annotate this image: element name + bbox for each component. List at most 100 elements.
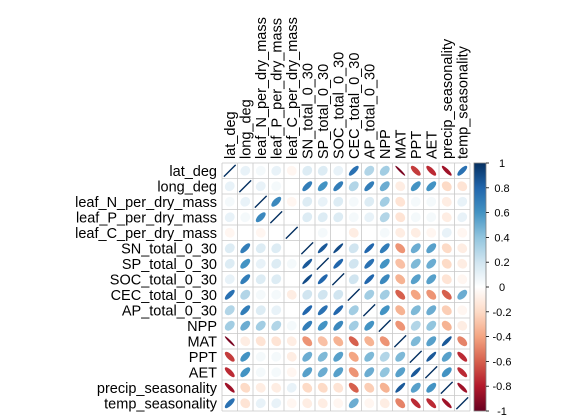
cell-SP_total_0_30-x-PPT [410, 258, 421, 269]
cell-AP_total_0_30-x-leaf_N_per_dry_mass [255, 305, 266, 316]
cell-SOC_total_0_30-x-lat_deg [224, 274, 235, 285]
cell-NPP-x-temp_seasonality [457, 320, 468, 331]
cell-MAT-x-leaf_P_per_dry_mass [271, 336, 282, 347]
row-label: lat_deg [169, 164, 217, 180]
cell-leaf_N_per_dry_mass-x-SOC_total_0_30 [333, 196, 344, 207]
cell-precip_seasonality-x-temp_seasonality [457, 382, 468, 393]
colorbar-tick-label: -0.8 [493, 381, 512, 393]
cell-SOC_total_0_30-x-AET [426, 274, 437, 285]
cell-SN_total_0_30-x-NPP [379, 243, 390, 254]
cell-SP_total_0_30-x-leaf_C_per_dry_mass [286, 258, 297, 269]
cell-AP_total_0_30-x-PPT [410, 305, 421, 316]
column-label: leaf_C_per_dry_mass [285, 17, 301, 159]
cell-leaf_C_per_dry_mass-x-precip_seasonality [441, 227, 452, 238]
cell-CEC_total_0_30-x-leaf_P_per_dry_mass [271, 289, 282, 300]
cell-SN_total_0_30-x-leaf_C_per_dry_mass [286, 243, 297, 254]
cell-temp_seasonality-x-AET [426, 398, 437, 409]
cell-precip_seasonality-x-MAT [395, 382, 406, 393]
cell-precip_seasonality-x-leaf_N_per_dry_mass [255, 382, 266, 393]
cell-precip_seasonality-x-PPT [410, 382, 421, 393]
cell-SOC_total_0_30-x-NPP [379, 274, 390, 285]
cell-temp_seasonality-x-temp_seasonality [455, 396, 469, 410]
cell-temp_seasonality-x-AP_total_0_30 [364, 398, 375, 409]
cell-precip_seasonality-x-precip_seasonality [440, 381, 454, 395]
cell-MAT-x-MAT [393, 334, 407, 348]
cell-AP_total_0_30-x-long_deg [240, 305, 251, 316]
cell-SN_total_0_30-x-AP_total_0_30 [364, 243, 375, 254]
row-labels: lat_deglong_degleaf_N_per_dry_massleaf_P… [75, 164, 218, 413]
cell-AP_total_0_30-x-SP_total_0_30 [317, 305, 328, 316]
cell-NPP-x-SOC_total_0_30 [333, 320, 344, 331]
cell-leaf_P_per_dry_mass-x-SP_total_0_30 [317, 212, 328, 223]
cell-AET-x-precip_seasonality [441, 367, 452, 378]
cell-leaf_P_per_dry_mass-x-long_deg [240, 212, 251, 223]
cell-leaf_P_per_dry_mass-x-PPT [410, 212, 421, 223]
cell-SOC_total_0_30-x-long_deg [240, 274, 251, 285]
cell-AP_total_0_30-x-NPP [379, 305, 390, 316]
cell-AET-x-NPP [379, 367, 390, 378]
cell-leaf_C_per_dry_mass-x-SN_total_0_30 [302, 227, 313, 238]
cell-MAT-x-AET [426, 336, 437, 347]
column-label: AET [424, 131, 440, 159]
cell-AET-x-SN_total_0_30 [302, 367, 313, 378]
cell-temp_seasonality-x-leaf_N_per_dry_mass [255, 398, 266, 409]
cell-lat_deg-x-long_deg [240, 165, 251, 176]
cell-MAT-x-SOC_total_0_30 [333, 336, 344, 347]
cell-leaf_N_per_dry_mass-x-leaf_C_per_dry_mass [286, 196, 297, 207]
cell-long_deg-x-SN_total_0_30 [302, 181, 313, 192]
cell-MAT-x-leaf_N_per_dry_mass [255, 336, 266, 347]
cell-AET-x-AP_total_0_30 [364, 367, 375, 378]
row-label: long_deg [157, 179, 217, 195]
cell-SN_total_0_30-x-leaf_N_per_dry_mass [255, 243, 266, 254]
cell-NPP-x-NPP [378, 319, 392, 333]
cell-CEC_total_0_30-x-lat_deg [224, 289, 235, 300]
cell-PPT-x-MAT [395, 351, 406, 362]
cell-long_deg-x-temp_seasonality [457, 181, 468, 192]
cell-leaf_C_per_dry_mass-x-long_deg [240, 227, 251, 238]
cell-AP_total_0_30-x-AP_total_0_30 [362, 303, 376, 317]
cell-AET-x-SOC_total_0_30 [333, 367, 344, 378]
cell-CEC_total_0_30-x-long_deg [240, 289, 251, 300]
cell-AET-x-SP_total_0_30 [317, 367, 328, 378]
cell-AET-x-leaf_C_per_dry_mass [286, 367, 297, 378]
cell-SOC_total_0_30-x-SN_total_0_30 [302, 274, 313, 285]
cell-leaf_N_per_dry_mass-x-lat_deg [224, 196, 235, 207]
cell-NPP-x-leaf_N_per_dry_mass [255, 320, 266, 331]
cell-NPP-x-AET [426, 320, 437, 331]
cell-AP_total_0_30-x-temp_seasonality [457, 305, 468, 316]
cell-CEC_total_0_30-x-MAT [395, 289, 406, 300]
cell-MAT-x-precip_seasonality [441, 336, 452, 347]
cell-SN_total_0_30-x-leaf_P_per_dry_mass [271, 243, 282, 254]
cell-PPT-x-temp_seasonality [457, 351, 468, 362]
cell-AP_total_0_30-x-lat_deg [224, 305, 235, 316]
cell-CEC_total_0_30-x-NPP [379, 289, 390, 300]
cell-NPP-x-SP_total_0_30 [317, 320, 328, 331]
cell-MAT-x-SN_total_0_30 [302, 336, 313, 347]
cell-leaf_P_per_dry_mass-x-leaf_C_per_dry_mass [286, 212, 297, 223]
cell-AP_total_0_30-x-precip_seasonality [441, 305, 452, 316]
cell-SP_total_0_30-x-temp_seasonality [457, 258, 468, 269]
cell-leaf_P_per_dry_mass-x-leaf_P_per_dry_mass [269, 210, 283, 224]
cell-lat_deg-x-AET [426, 165, 437, 176]
row-label: SOC_total_0_30 [110, 272, 217, 288]
cell-temp_seasonality-x-precip_seasonality [441, 398, 452, 409]
column-label: temp_seasonality [455, 45, 471, 159]
cell-CEC_total_0_30-x-SN_total_0_30 [302, 289, 313, 300]
cell-SN_total_0_30-x-AET [426, 243, 437, 254]
cell-lat_deg-x-SN_total_0_30 [302, 165, 313, 176]
cell-leaf_C_per_dry_mass-x-PPT [410, 227, 421, 238]
cell-long_deg-x-long_deg [238, 179, 252, 193]
cell-NPP-x-leaf_C_per_dry_mass [286, 320, 297, 331]
cell-precip_seasonality-x-SP_total_0_30 [317, 382, 328, 393]
cell-leaf_N_per_dry_mass-x-PPT [410, 196, 421, 207]
column-label: SN_total_0_30 [300, 63, 316, 159]
cell-leaf_C_per_dry_mass-x-leaf_C_per_dry_mass [285, 226, 299, 240]
cell-leaf_P_per_dry_mass-x-AP_total_0_30 [364, 212, 375, 223]
cell-PPT-x-PPT [409, 350, 423, 364]
cell-CEC_total_0_30-x-temp_seasonality [457, 289, 468, 300]
cell-MAT-x-temp_seasonality [457, 336, 468, 347]
cell-leaf_N_per_dry_mass-x-AP_total_0_30 [364, 196, 375, 207]
cell-PPT-x-long_deg [240, 351, 251, 362]
cell-SP_total_0_30-x-lat_deg [224, 258, 235, 269]
cell-SOC_total_0_30-x-leaf_C_per_dry_mass [286, 274, 297, 285]
